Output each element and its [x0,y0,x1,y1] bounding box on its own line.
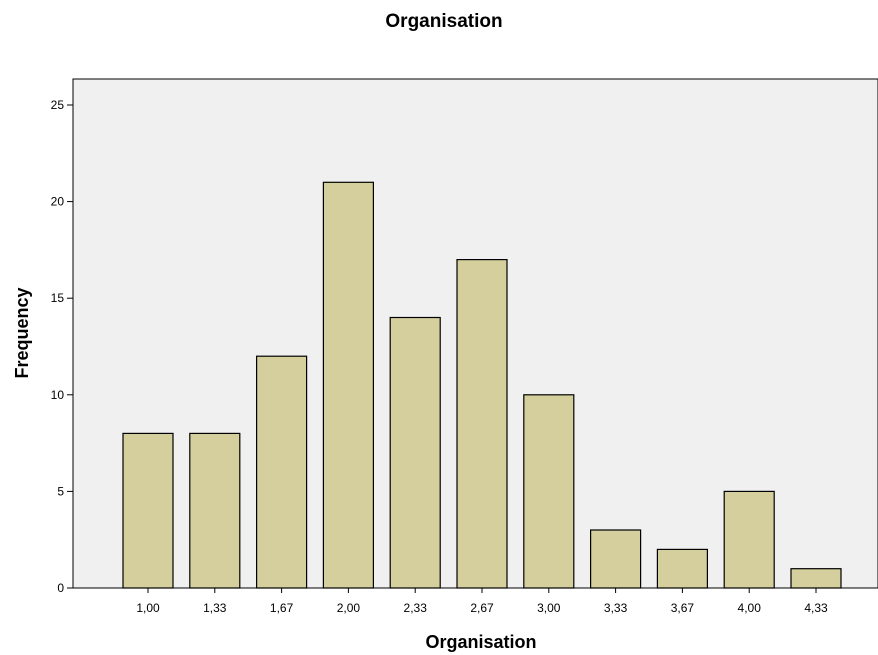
x-axis: 1,00 1,33 1,67 2,00 2,33 2,67 3,00 3,33 3,67 4,00… [136,588,828,615]
y-tick-label: 0 [57,581,64,595]
bar-2,67 [456,259,508,589]
y-tick-label: 20 [51,195,65,209]
x-tick-label: 1,00 [136,601,160,615]
x-axis-title: Organisation [425,632,536,652]
bar-3,33 [589,529,642,589]
x-tick-label: 3,33 [604,601,628,615]
x-tick-label: 2,67 [470,601,494,615]
x-tick-label: 4,00 [738,601,762,615]
bar-1,00 [122,432,174,589]
y-tick-label: 5 [57,484,64,498]
chart-title: Organisation [385,11,502,32]
bar-1,33 [189,432,241,589]
bar-1,67 [256,355,308,589]
x-tick-label: 2,00 [337,601,361,615]
bar-4,00 [723,490,775,589]
bar-2,00 [322,181,374,589]
y-tick-label: 15 [51,291,65,305]
bars-group [122,181,842,589]
x-tick-label: 2,33 [404,601,428,615]
x-tick-label: 3,00 [537,601,561,615]
y-tick-label: 25 [51,98,65,112]
x-tick-label: 1,67 [270,601,294,615]
bar-3,67 [656,548,709,589]
y-axis: 0 5 10 15 20 25 [51,98,73,595]
bar-2,33 [389,316,441,589]
bar-3,00 [523,394,575,589]
y-axis-title: Frequency [12,287,32,378]
x-tick-label: 1,33 [203,601,227,615]
x-tick-label: 3,67 [671,601,695,615]
x-tick-label: 4,33 [804,601,828,615]
y-tick-label: 10 [51,388,65,402]
bar-4,33 [790,568,842,589]
